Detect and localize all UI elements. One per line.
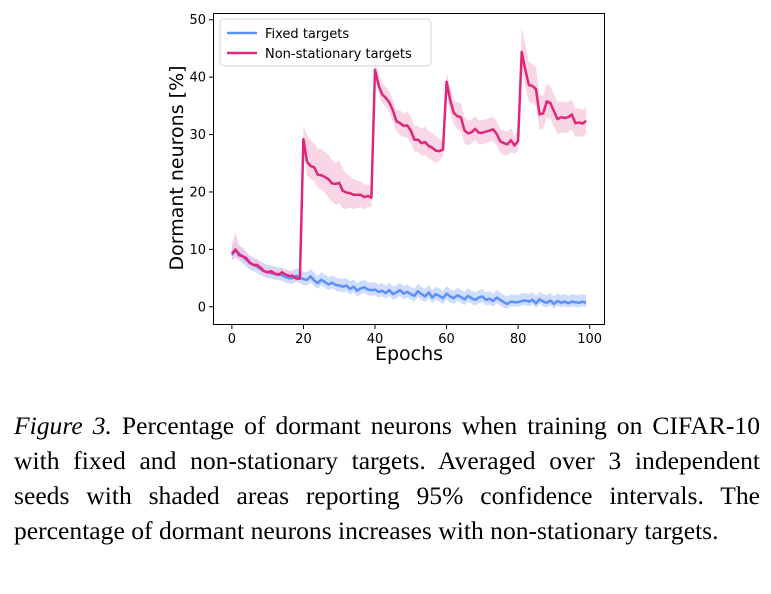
figure-caption-text: Percentage of dormant neurons when train… [14, 411, 760, 545]
series-line-fixed [230, 249, 587, 306]
confidence-band-fixed [231, 242, 587, 309]
y-tick-label: 50 [189, 13, 206, 28]
x-tick-label: 100 [577, 332, 602, 347]
legend-box [219, 18, 432, 67]
dormant-neurons-chart: 0 20 40 60 80 100 0 10 20 30 40 50 Epochs Dormant … [166, 13, 605, 365]
y-tick-label: 0 [198, 300, 206, 315]
y-axis-ticks: 0 10 20 30 40 50 [189, 13, 214, 315]
y-tick-label: 20 [189, 185, 206, 200]
plot-frame [213, 13, 605, 325]
chart-legend: Fixed targets Non-stationary targets [219, 18, 432, 67]
confidence-bands [231, 28, 587, 309]
x-tick-label: 0 [228, 332, 236, 347]
y-tick-label: 10 [189, 243, 206, 258]
y-axis-label: Dormant neurons [%] [166, 65, 188, 270]
series-lines [230, 50, 587, 306]
x-axis-ticks: 0 20 40 60 80 100 [228, 324, 602, 347]
y-tick-label: 30 [189, 128, 206, 143]
figure-label: Figure 3. [14, 411, 112, 440]
x-tick-label: 80 [510, 332, 527, 347]
x-tick-label: 20 [295, 332, 312, 347]
legend-label-fixed: Fixed targets [265, 27, 349, 42]
legend-label-nonstationary: Non-stationary targets [265, 47, 412, 62]
series-line-nonstationary [230, 50, 587, 280]
x-tick-label: 40 [367, 332, 384, 347]
x-tick-label: 60 [438, 332, 455, 347]
y-tick-label: 40 [189, 71, 206, 86]
x-axis-label: Epochs [375, 343, 443, 365]
figure-caption: Figure 3. Percentage of dormant neurons … [14, 408, 760, 548]
